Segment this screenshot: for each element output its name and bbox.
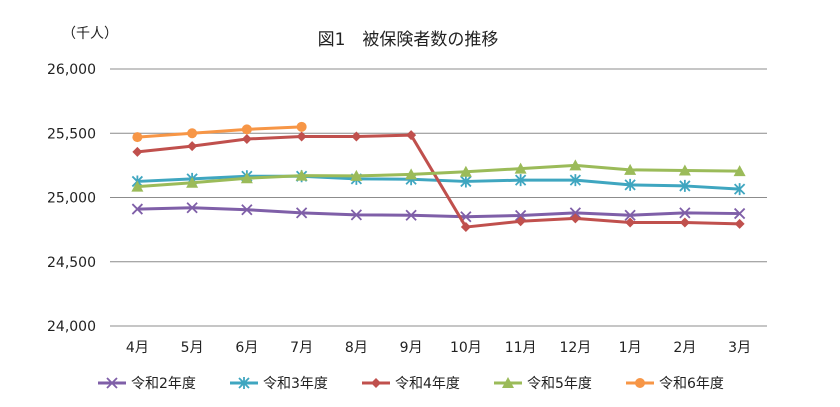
chart-title: 図1 被保険者数の推移 [318, 30, 499, 50]
x-tick-label: 3月 [728, 340, 751, 356]
x-tick-label: 12月 [559, 340, 591, 356]
legend-marker [371, 378, 381, 388]
data-point [186, 202, 198, 214]
data-point [733, 165, 746, 177]
x-tick-label: 1月 [619, 340, 642, 356]
data-point [187, 128, 198, 139]
data-point [132, 132, 143, 143]
data-point [351, 131, 362, 142]
y-axis-labels: 26,000 25,500 25,000 24,500 24,000 [47, 62, 96, 335]
series-1 [131, 202, 746, 223]
y-tick-label: 26,000 [47, 62, 96, 78]
legend-marker [502, 377, 514, 388]
legend-label: 令和6年度 [659, 376, 724, 392]
legend-item: 令和3年度 [230, 376, 328, 392]
legend-item: 令和5年度 [494, 376, 592, 392]
data-point [624, 163, 637, 175]
legend-item: 令和2年度 [98, 376, 196, 392]
y-tick-label: 24,500 [47, 255, 96, 271]
y-tick-label: 25,500 [47, 126, 96, 142]
legend-label: 令和5年度 [527, 376, 592, 392]
data-point [350, 209, 363, 221]
data-point [186, 176, 199, 188]
data-point [460, 222, 471, 233]
legend: 令和2年度 令和3年度 令和4年度 令和5年度 令和6年度 [98, 376, 724, 392]
data-point [187, 141, 198, 152]
data-point [295, 169, 308, 181]
data-point [678, 164, 691, 176]
x-tick-label: 7月 [290, 340, 313, 356]
data-point [734, 218, 745, 229]
data-point [132, 146, 143, 157]
data-point [679, 207, 691, 219]
x-tick-label: 10月 [450, 340, 482, 356]
data-point [624, 178, 636, 191]
data-point [733, 207, 746, 220]
legend-label: 令和4年度 [395, 376, 460, 392]
data-point [570, 213, 581, 224]
data-point [625, 217, 636, 228]
series-line [137, 163, 740, 189]
x-tick-label: 4月 [126, 340, 149, 356]
data-point [296, 121, 307, 132]
data-point [515, 216, 526, 227]
x-tick-label: 9月 [400, 340, 423, 356]
y-tick-label: 24,000 [47, 319, 96, 335]
data-point [405, 209, 417, 221]
data-point [296, 131, 307, 142]
y-tick-label: 25,000 [47, 191, 96, 207]
data-point [131, 203, 144, 215]
x-tick-label: 5月 [181, 340, 204, 356]
data-point [405, 168, 418, 180]
data-point [569, 159, 582, 171]
legend-label: 令和3年度 [263, 376, 328, 392]
data-point [240, 172, 253, 184]
data-point [514, 162, 527, 174]
data-point [241, 204, 253, 216]
legend-item: 令和6年度 [626, 376, 724, 392]
x-axis-labels: 4月 5月 6月 7月 8月 9月 10月 11月 12月 1月 2月 3月 [126, 340, 751, 356]
legend-label: 令和2年度 [131, 376, 196, 392]
data-point [679, 217, 690, 228]
legend-marker [635, 378, 645, 388]
data-point [241, 134, 252, 145]
legend-marker [106, 377, 118, 389]
series-line [137, 206, 740, 219]
series-group [131, 121, 746, 233]
series-3 [132, 130, 745, 233]
data-point [295, 207, 308, 219]
y-unit-label: （千人） [62, 26, 118, 42]
grid [110, 68, 767, 327]
data-point [241, 124, 252, 135]
x-tick-label: 6月 [235, 340, 258, 356]
data-point [460, 175, 472, 188]
data-point [569, 174, 582, 187]
series-line [137, 125, 302, 139]
data-point [569, 207, 582, 219]
data-point [733, 183, 746, 196]
x-tick-label: 8月 [345, 340, 368, 356]
data-point [406, 130, 417, 141]
data-point [459, 165, 472, 177]
series-line [137, 133, 740, 229]
x-tick-label: 2月 [673, 340, 696, 356]
legend-marker [238, 377, 250, 389]
series-5 [132, 121, 307, 143]
x-tick-label: 11月 [505, 340, 537, 356]
data-point [131, 180, 144, 192]
data-point [679, 179, 691, 192]
data-point [514, 174, 527, 187]
data-point [624, 209, 636, 221]
series-4 [131, 159, 746, 192]
legend-item: 令和4年度 [362, 376, 460, 392]
data-point [350, 169, 363, 181]
data-point [514, 209, 527, 222]
